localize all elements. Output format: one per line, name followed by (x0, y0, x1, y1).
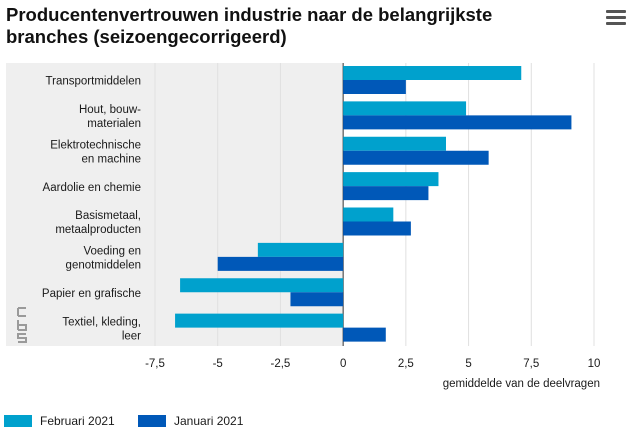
legend-swatch (4, 415, 32, 427)
bar-series-1[interactable] (343, 172, 439, 187)
x-axis-title: gemiddelde van de deelvragen (443, 378, 600, 390)
category-label: Voeding en (83, 246, 141, 258)
bar-chart: Transportmiddelen Hout, bouw-materialen El… (6, 63, 601, 390)
legend-item-series-1[interactable]: Februari 2021 (4, 414, 115, 428)
category-label: Aardolie en chemie (43, 182, 141, 194)
category-label: en machine (82, 153, 141, 165)
cbs-logo-icon (17, 307, 27, 343)
legend-label: Februari 2021 (40, 414, 115, 428)
bar-series-1[interactable] (343, 136, 446, 151)
bar-series-2[interactable] (290, 292, 344, 307)
x-tick-label: 2,5 (398, 358, 414, 370)
category-label: Textiel, kleding, (62, 316, 141, 328)
legend-swatch (138, 415, 166, 427)
x-tick-label: -2,5 (271, 358, 291, 370)
hamburger-menu-icon[interactable] (606, 10, 626, 26)
category-label: Papier en grafische (42, 288, 141, 300)
bar-series-1[interactable] (343, 207, 394, 222)
bar-series-2[interactable] (217, 256, 344, 271)
category-label: genotmiddelen (66, 260, 141, 272)
category-label: Basismetaal, (75, 210, 141, 222)
category-label: metaalproducten (55, 224, 141, 236)
category-label: leer (122, 330, 141, 342)
bar-series-2[interactable] (343, 115, 572, 130)
chart-title: Producentenvertrouwen industrie naar de … (6, 4, 493, 47)
bar-series-1[interactable] (343, 101, 467, 116)
x-tick-label: 0 (340, 358, 346, 370)
bar-series-1[interactable] (343, 66, 522, 80)
x-tick-label: -7,5 (145, 358, 165, 370)
category-label: Transportmiddelen (46, 76, 141, 88)
legend-label: Januari 2021 (174, 414, 244, 428)
legend-item-series-2[interactable]: Januari 2021 (138, 414, 243, 428)
x-tick-label: 10 (588, 358, 601, 370)
bar-series-2[interactable] (343, 80, 406, 94)
bar-series-2[interactable] (343, 327, 386, 342)
category-label: Elektrotechnische (50, 139, 141, 151)
category-label: materialen (87, 118, 141, 130)
label-panel-background (6, 63, 343, 346)
bar-series-2[interactable] (343, 221, 411, 236)
x-tick-label: -5 (213, 358, 223, 370)
bar-series-2[interactable] (343, 186, 429, 201)
bar-series-1[interactable] (175, 313, 344, 328)
bar-series-1[interactable] (257, 242, 344, 257)
bar-series-1[interactable] (180, 278, 344, 293)
x-tick-label: 7,5 (523, 358, 539, 370)
category-label: Hout, bouw- (79, 104, 141, 116)
x-tick-label: 5 (465, 358, 471, 370)
bar-series-2[interactable] (343, 150, 489, 165)
